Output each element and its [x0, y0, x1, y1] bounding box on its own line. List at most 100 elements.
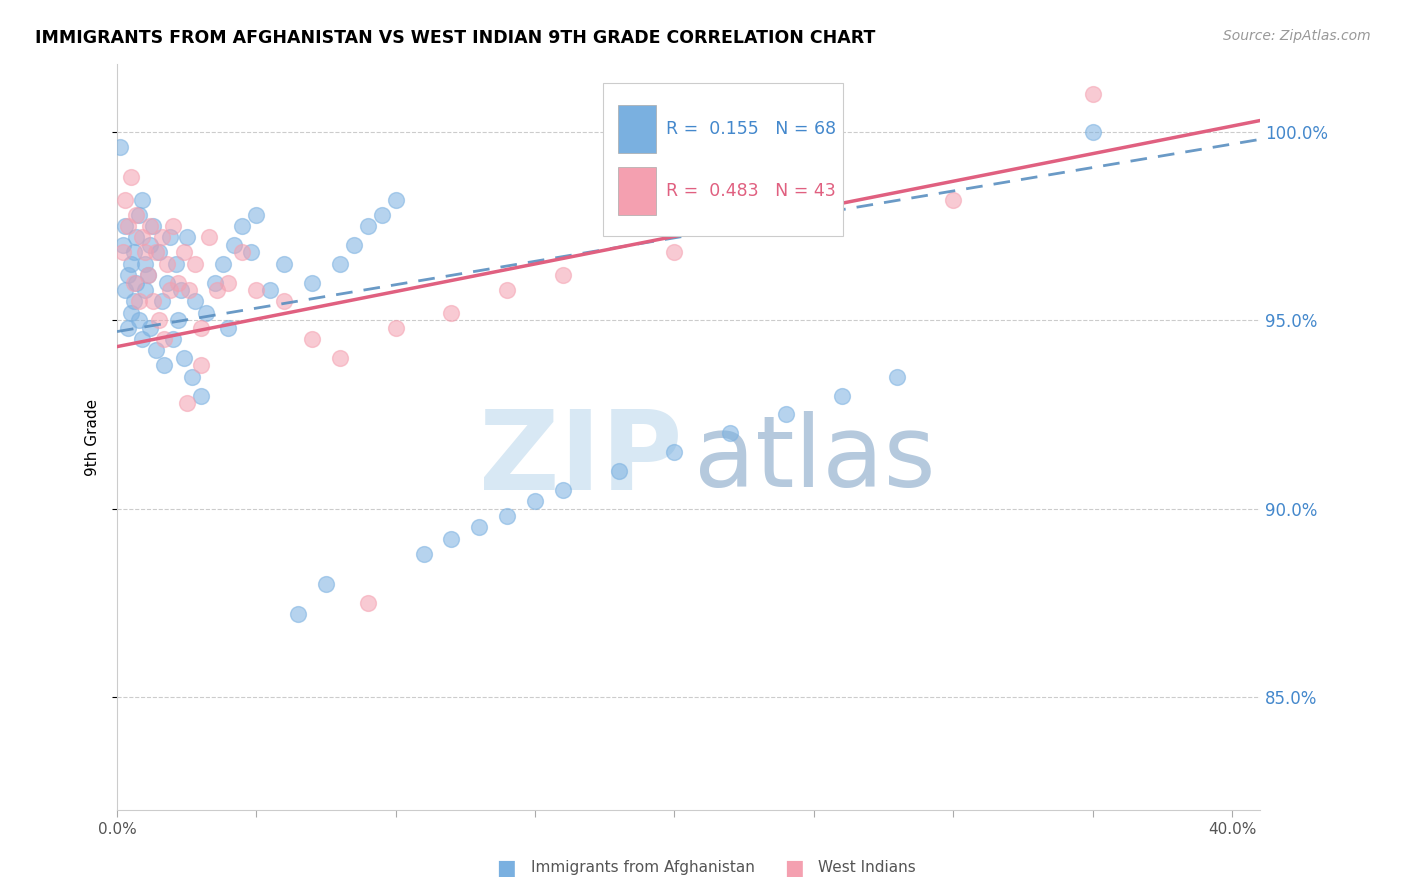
Point: [156, 257, 179, 271]
Point: [273, 294, 295, 309]
FancyBboxPatch shape: [617, 167, 657, 215]
Point: [204, 276, 226, 290]
FancyBboxPatch shape: [617, 105, 657, 153]
Point: [176, 396, 198, 410]
Point: [117, 219, 139, 233]
Point: [775, 408, 797, 422]
Point: [120, 257, 142, 271]
Point: [195, 306, 218, 320]
Point: [173, 351, 195, 365]
Point: [148, 313, 170, 327]
Point: [153, 359, 176, 373]
Point: [139, 219, 162, 233]
Point: [718, 426, 741, 441]
Point: [131, 193, 153, 207]
Point: [134, 283, 156, 297]
Point: [128, 208, 150, 222]
Point: [831, 389, 853, 403]
Point: [128, 313, 150, 327]
Point: [664, 445, 686, 459]
Point: [190, 320, 212, 334]
Point: [664, 245, 686, 260]
Point: [159, 283, 181, 297]
Point: [222, 238, 245, 252]
Point: [136, 268, 159, 282]
Point: [114, 219, 136, 233]
Point: [150, 230, 173, 244]
Point: [496, 509, 519, 524]
Point: [181, 369, 204, 384]
Point: [468, 520, 491, 534]
Point: [122, 245, 145, 260]
Point: [167, 313, 190, 327]
Point: [343, 238, 366, 252]
Point: [162, 332, 184, 346]
Point: [117, 268, 139, 282]
Point: [217, 276, 239, 290]
Point: [145, 245, 167, 260]
Point: [184, 294, 207, 309]
Point: [231, 219, 253, 233]
Text: Immigrants from Afghanistan: Immigrants from Afghanistan: [531, 861, 755, 875]
Y-axis label: 9th Grade: 9th Grade: [86, 399, 100, 475]
Point: [245, 283, 267, 297]
Text: R =  0.155   N = 68: R = 0.155 N = 68: [665, 120, 835, 138]
Text: IMMIGRANTS FROM AFGHANISTAN VS WEST INDIAN 9TH GRADE CORRELATION CHART: IMMIGRANTS FROM AFGHANISTAN VS WEST INDI…: [35, 29, 876, 46]
Point: [159, 230, 181, 244]
Point: [176, 230, 198, 244]
Text: R =  0.483   N = 43: R = 0.483 N = 43: [665, 182, 835, 200]
Point: [551, 268, 574, 282]
Point: [440, 306, 463, 320]
Point: [122, 294, 145, 309]
Point: [148, 245, 170, 260]
Point: [371, 208, 394, 222]
Point: [162, 219, 184, 233]
Point: [125, 230, 148, 244]
Point: [131, 332, 153, 346]
Point: [153, 332, 176, 346]
Text: atlas: atlas: [695, 411, 936, 508]
Point: [287, 607, 309, 621]
Point: [1081, 125, 1104, 139]
Point: [245, 208, 267, 222]
Point: [886, 369, 908, 384]
Point: [273, 257, 295, 271]
Point: [357, 596, 380, 610]
Point: [134, 245, 156, 260]
Point: [114, 283, 136, 297]
Point: [145, 343, 167, 358]
Point: [170, 283, 193, 297]
Point: [117, 320, 139, 334]
Point: [139, 320, 162, 334]
Point: [139, 238, 162, 252]
Point: [357, 219, 380, 233]
Point: [150, 294, 173, 309]
Point: [301, 332, 323, 346]
Point: [114, 193, 136, 207]
Point: [239, 245, 262, 260]
Point: [803, 219, 825, 233]
Point: [136, 268, 159, 282]
Point: [301, 276, 323, 290]
Point: [551, 483, 574, 497]
Point: [315, 577, 337, 591]
Point: [179, 283, 201, 297]
Point: [108, 140, 131, 154]
Text: Source: ZipAtlas.com: Source: ZipAtlas.com: [1223, 29, 1371, 43]
Point: [111, 238, 134, 252]
Point: [607, 464, 630, 478]
Point: [412, 547, 434, 561]
Point: [217, 320, 239, 334]
Point: [125, 276, 148, 290]
Point: [120, 170, 142, 185]
Point: [173, 245, 195, 260]
Point: [1081, 87, 1104, 102]
Point: [198, 230, 221, 244]
Point: [142, 219, 165, 233]
FancyBboxPatch shape: [603, 83, 842, 235]
Point: [259, 283, 281, 297]
Point: [156, 276, 179, 290]
Point: [120, 306, 142, 320]
Point: [329, 351, 352, 365]
Point: [212, 257, 235, 271]
